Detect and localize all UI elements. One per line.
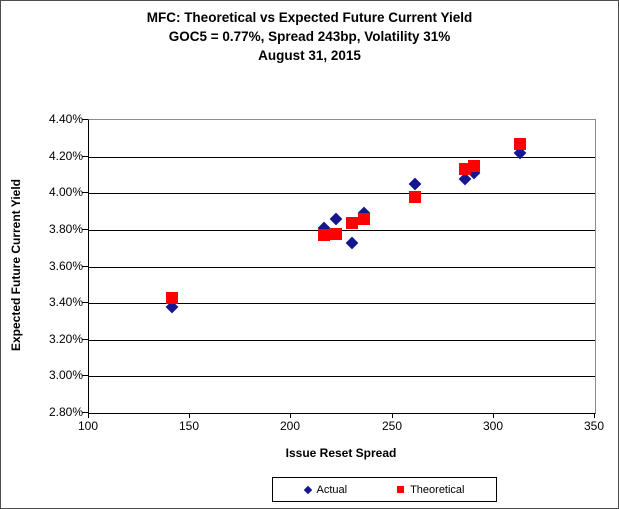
data-point-theoretical [514, 137, 527, 150]
legend-entry-actual: Actual [303, 483, 348, 496]
x-axis-tick-label: 350 [583, 419, 605, 433]
data-point-theoretical [408, 190, 421, 203]
y-gridline [89, 267, 595, 268]
chart-title: MFC: Theoretical vs Expected Future Curr… [146, 10, 473, 25]
x-axis-tick [392, 413, 393, 418]
legend-label: Theoretical [410, 483, 465, 496]
y-gridline [89, 340, 595, 341]
y-axis-tick-label: 3.40% [48, 295, 83, 309]
y-axis-tick-label: 4.20% [48, 149, 83, 163]
y-axis-tick-label: 3.80% [48, 222, 83, 236]
y-gridline [89, 193, 595, 194]
diamond-marker-icon [303, 485, 312, 494]
y-axis-tick [82, 375, 88, 376]
chart-date: August 31, 2015 [258, 48, 361, 63]
data-point-theoretical [317, 229, 330, 242]
data-point-theoretical [358, 212, 371, 225]
chart-subtitle: GOC5 = 0.77%, Spread 243bp, Volatility 3… [168, 29, 451, 44]
x-axis-tick [493, 413, 494, 418]
y-axis-tick-label: 3.20% [48, 332, 83, 346]
y-axis-tick [82, 412, 88, 413]
chart-title-block: MFC: Theoretical vs Expected Future Curr… [1, 8, 618, 65]
y-axis-tick-label: 4.00% [48, 185, 83, 199]
y-gridline [89, 230, 595, 231]
y-axis-tick [82, 119, 88, 120]
x-axis-tick-label: 150 [178, 419, 200, 433]
x-axis-tick [189, 413, 190, 418]
y-axis-tick [82, 192, 88, 193]
data-point-theoretical [467, 159, 480, 172]
y-gridline [89, 157, 595, 158]
x-axis-title: Issue Reset Spread [285, 446, 397, 460]
data-point-theoretical [346, 216, 359, 229]
x-axis-tick [594, 413, 595, 418]
x-axis-tick-label: 200 [279, 419, 301, 433]
x-axis-tick-label: 250 [381, 419, 403, 433]
square-marker-icon [397, 486, 405, 493]
y-axis-tick-label: 3.00% [48, 368, 83, 382]
y-axis-tick [82, 156, 88, 157]
data-point-theoretical [165, 291, 178, 304]
y-gridline [89, 303, 595, 304]
y-axis-tick-label: 4.40% [48, 112, 83, 126]
x-axis-tick-label: 100 [77, 419, 99, 433]
y-axis-tick [82, 302, 88, 303]
y-axis-tick [82, 229, 88, 230]
x-axis-tick [88, 413, 89, 418]
legend-entry-theoretical: Theoretical [397, 483, 465, 496]
data-point-actual [345, 236, 359, 250]
data-point-actual [329, 212, 343, 226]
x-axis-tick-label: 300 [482, 419, 504, 433]
legend-label: Actual [316, 483, 348, 496]
x-axis-tick [290, 413, 291, 418]
y-axis-tick [82, 339, 88, 340]
y-axis-tick-label: 3.60% [48, 259, 83, 273]
plot-area [88, 119, 596, 414]
data-point-theoretical [329, 227, 342, 240]
y-axis-tick-label: 2.80% [48, 405, 83, 419]
legend-box: Actual Theoretical [272, 477, 497, 502]
y-axis-tick [82, 266, 88, 267]
y-axis-title: Expected Future Current Yield [9, 178, 23, 352]
data-point-actual [408, 177, 422, 191]
y-gridline [89, 376, 595, 377]
